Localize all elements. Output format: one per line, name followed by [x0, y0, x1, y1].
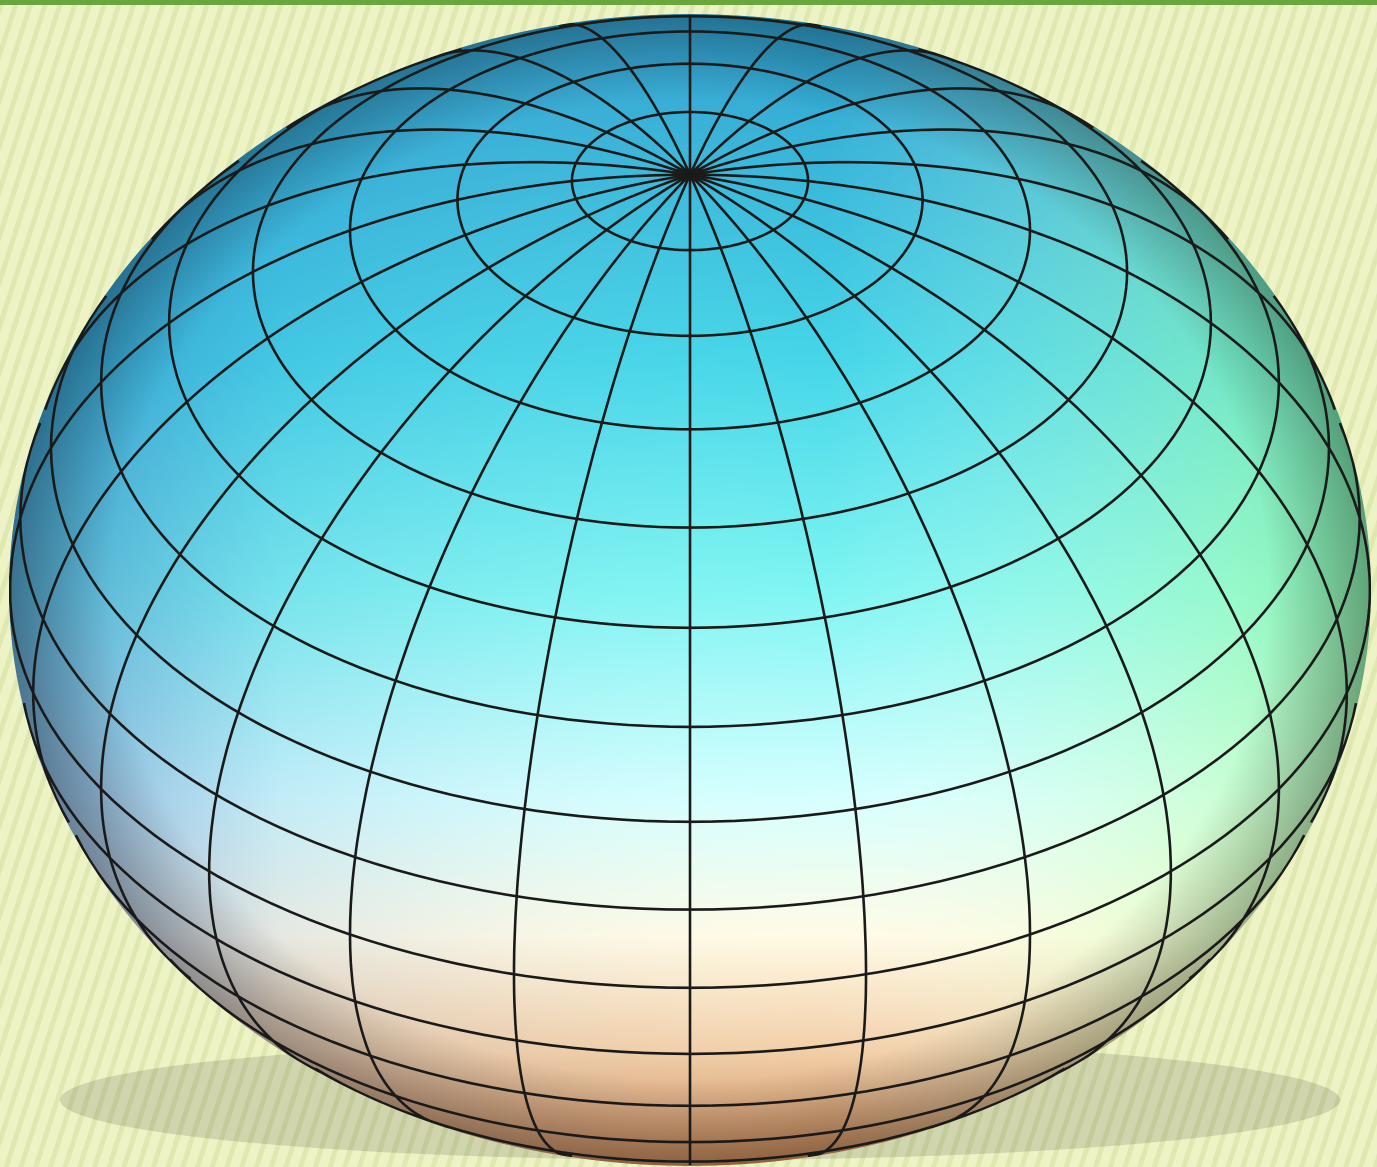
meridian	[512, 174, 692, 1157]
parallel	[689, 47, 1213, 630]
meridian	[689, 173, 1173, 1074]
meridian	[688, 23, 822, 176]
meridian	[690, 173, 1371, 627]
meridian	[9, 173, 690, 627]
top-rule	[0, 0, 1377, 5]
parallel	[22, 702, 691, 1056]
parallel	[169, 958, 691, 1144]
meridian	[689, 173, 1032, 1129]
parallel	[689, 834, 1306, 1108]
parallel	[99, 159, 691, 729]
spheroid	[9, 14, 1371, 1166]
meridian	[688, 174, 868, 1157]
parallel	[689, 295, 1331, 824]
parallel	[49, 295, 691, 824]
meridian	[207, 173, 691, 1074]
meridian	[348, 173, 691, 1129]
meridian	[285, 87, 691, 176]
meridian	[689, 87, 1095, 176]
meridian	[689, 173, 1349, 824]
graticule	[9, 14, 1371, 1165]
parallel	[689, 159, 1281, 729]
meridian	[31, 173, 691, 824]
parallel	[314, 1067, 691, 1163]
meridian	[689, 173, 1281, 980]
parallel	[689, 702, 1358, 1056]
meridian	[425, 49, 691, 176]
meridian	[99, 173, 691, 980]
meridian	[558, 23, 692, 176]
parallel	[689, 562, 1371, 990]
parallel	[74, 834, 691, 1108]
parallel	[9, 562, 691, 990]
parallel	[167, 47, 691, 630]
parallel	[689, 1067, 1066, 1163]
meridian	[689, 49, 955, 176]
parallel	[689, 958, 1211, 1144]
parallel	[18, 422, 691, 911]
meridian	[43, 160, 691, 411]
meridian	[689, 160, 1337, 411]
meridian	[689, 128, 1230, 241]
meridian	[150, 128, 691, 241]
parallel	[689, 422, 1362, 911]
